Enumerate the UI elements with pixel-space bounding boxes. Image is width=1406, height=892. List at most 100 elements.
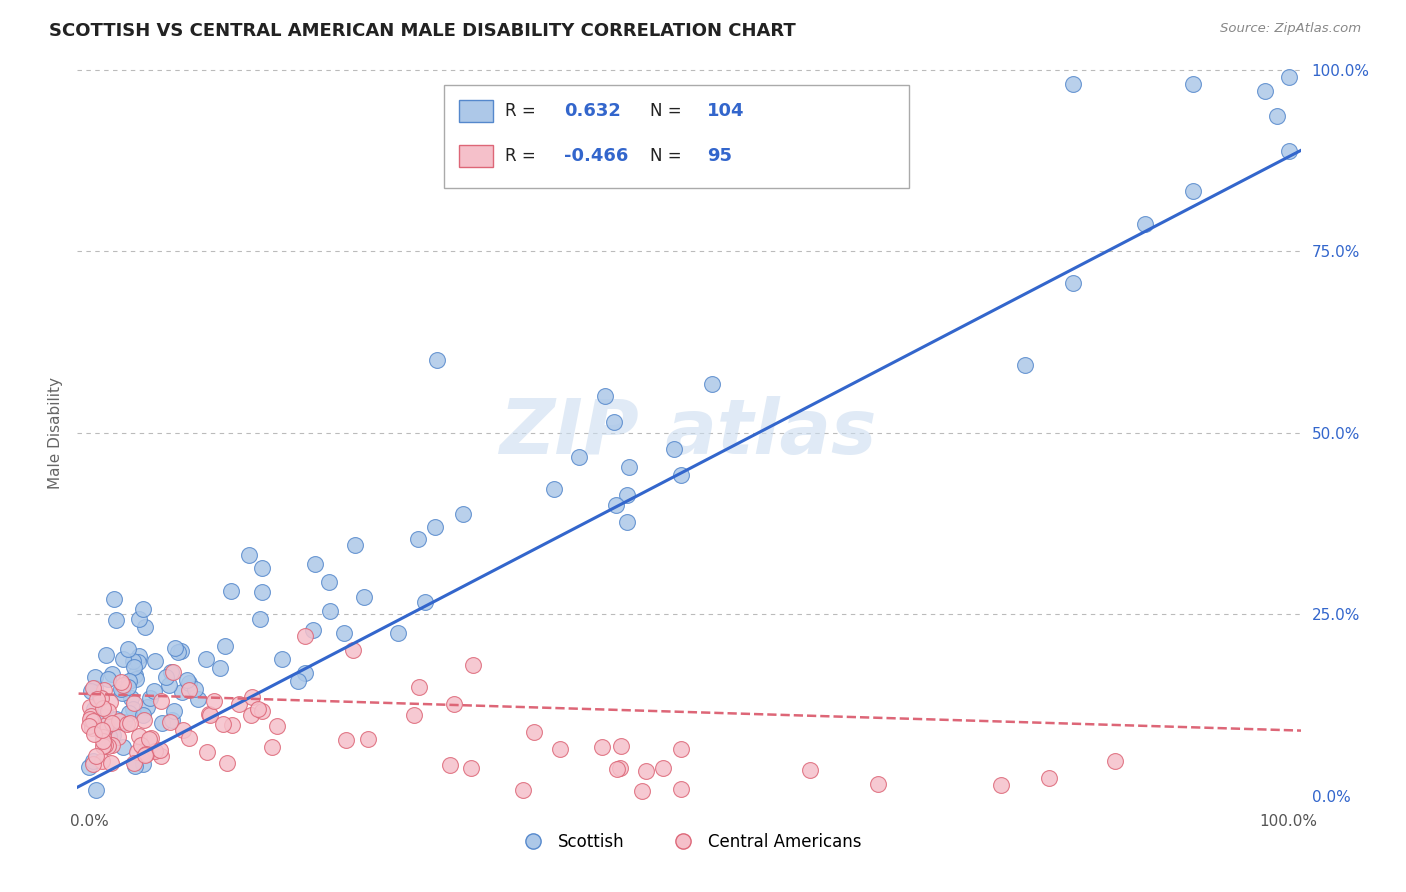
Point <box>1253 85 1275 99</box>
Point <box>443 697 465 711</box>
Point <box>122 660 145 674</box>
Point <box>543 482 565 496</box>
Point <box>423 520 446 534</box>
Point <box>101 667 124 681</box>
Point <box>162 665 184 679</box>
Point <box>240 690 263 705</box>
Point <box>112 715 135 730</box>
FancyBboxPatch shape <box>444 85 910 188</box>
Point <box>1277 70 1299 84</box>
Point <box>1062 77 1084 91</box>
Point <box>96 718 118 732</box>
Point <box>107 730 129 744</box>
Point <box>83 670 105 684</box>
Point <box>702 377 724 392</box>
Point <box>1181 77 1204 91</box>
Point <box>143 744 166 758</box>
Point <box>302 623 325 637</box>
Point <box>91 739 114 753</box>
Point <box>610 739 633 753</box>
Point <box>150 748 173 763</box>
Point <box>124 697 146 711</box>
Point <box>135 747 157 762</box>
Point <box>177 731 200 745</box>
Point <box>266 718 288 732</box>
Point <box>408 680 430 694</box>
Point <box>606 762 628 776</box>
Point <box>177 682 200 697</box>
Point <box>439 758 461 772</box>
Point <box>91 754 114 768</box>
Text: 0.632: 0.632 <box>564 103 621 120</box>
Point <box>124 758 146 772</box>
Point <box>990 778 1012 792</box>
Point <box>128 612 150 626</box>
Point <box>228 698 250 712</box>
Point <box>1265 109 1288 123</box>
Point <box>202 694 225 708</box>
Point <box>96 708 118 723</box>
Point <box>669 742 692 756</box>
Point <box>139 690 162 705</box>
Point <box>117 680 139 694</box>
Point <box>149 742 172 756</box>
Point <box>342 643 364 657</box>
Point <box>250 704 273 718</box>
Point <box>100 738 122 752</box>
Point <box>131 602 153 616</box>
Point <box>319 604 342 618</box>
Point <box>609 761 631 775</box>
FancyBboxPatch shape <box>458 145 494 167</box>
Point <box>79 712 101 726</box>
Point <box>250 561 273 575</box>
Point <box>603 415 626 429</box>
Point <box>112 677 135 691</box>
Point <box>593 389 616 403</box>
Point <box>353 590 375 604</box>
Point <box>252 585 274 599</box>
Point <box>110 681 132 696</box>
Point <box>79 700 101 714</box>
Point <box>260 740 283 755</box>
Point <box>132 708 155 723</box>
Point <box>160 665 183 679</box>
Text: -0.466: -0.466 <box>564 146 628 165</box>
Point <box>82 754 104 768</box>
Text: Source: ZipAtlas.com: Source: ZipAtlas.com <box>1220 22 1361 36</box>
Point <box>522 724 544 739</box>
Point <box>634 764 657 778</box>
Point <box>134 748 156 763</box>
Point <box>163 704 186 718</box>
Point <box>118 706 141 721</box>
Point <box>138 732 160 747</box>
Point <box>120 691 142 706</box>
Point <box>80 709 103 723</box>
Point <box>107 714 129 728</box>
Point <box>131 757 153 772</box>
Text: R =: R = <box>506 146 541 165</box>
Point <box>118 716 141 731</box>
Point <box>124 667 146 681</box>
Point <box>209 661 232 675</box>
Point <box>94 738 117 752</box>
Point <box>150 715 173 730</box>
Point <box>1062 276 1084 290</box>
Point <box>111 685 134 699</box>
Point <box>1133 217 1156 231</box>
Point <box>179 676 201 690</box>
Point <box>157 678 180 692</box>
Point <box>97 739 120 753</box>
Point <box>461 657 484 672</box>
Point <box>605 498 627 512</box>
Point <box>121 702 143 716</box>
Point <box>91 731 114 745</box>
Point <box>143 654 166 668</box>
Point <box>548 742 571 756</box>
Point <box>198 706 221 721</box>
Point <box>125 673 148 687</box>
Point <box>217 756 239 770</box>
Point <box>103 591 125 606</box>
Point <box>1038 771 1060 785</box>
Point <box>135 700 157 714</box>
Legend: Scottish, Central Americans: Scottish, Central Americans <box>510 826 868 857</box>
